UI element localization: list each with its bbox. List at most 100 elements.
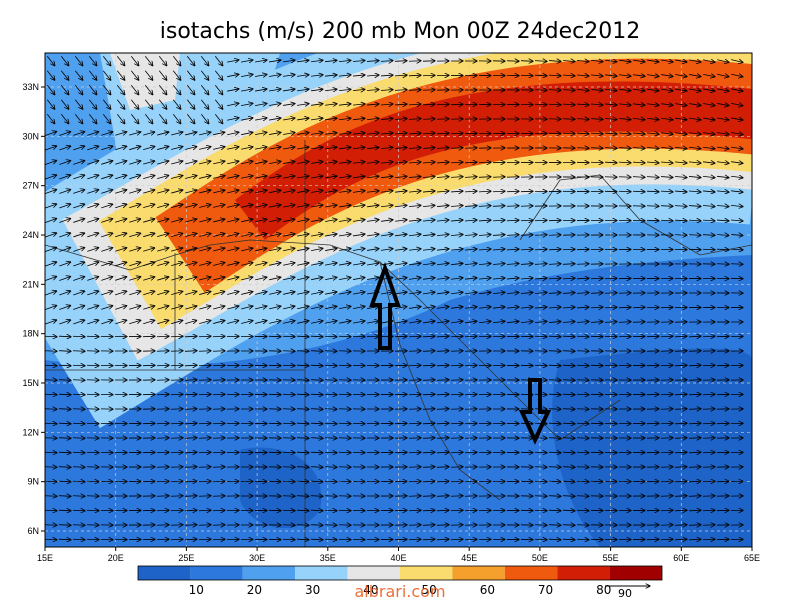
wind-vector (506, 206, 519, 207)
wind-vector (338, 104, 351, 105)
wind-vector (590, 293, 603, 294)
wind-vector (87, 132, 98, 136)
wind-vector (590, 104, 603, 105)
wind-vector (213, 277, 225, 280)
y-tick-label: 27N (22, 181, 39, 191)
wind-vector (297, 104, 309, 106)
wind-vector (59, 146, 70, 151)
wind-vector (520, 278, 533, 279)
wind-vector (255, 292, 267, 295)
wind-vector (171, 291, 183, 296)
wind-vector (339, 321, 351, 323)
wind-vector (702, 380, 715, 381)
wind-vector (675, 89, 687, 91)
wind-vector (660, 177, 673, 178)
wind-vector (255, 205, 267, 208)
wind-vector (450, 525, 463, 526)
wind-vector (59, 233, 70, 238)
y-tick-label: 6N (27, 526, 39, 536)
wind-vector (380, 176, 393, 177)
watermark: albrari.com (354, 582, 445, 600)
wind-vector (101, 219, 112, 223)
wind-vector (633, 60, 645, 62)
wind-vector (45, 218, 56, 223)
wind-vector (702, 496, 715, 497)
wind-vector (534, 307, 547, 308)
wind-vector (353, 191, 365, 193)
wind-vector (130, 56, 138, 65)
wind-vector (227, 176, 239, 179)
wind-vector (101, 233, 112, 238)
y-tick-label: 24N (22, 230, 39, 240)
wind-vector (198, 409, 211, 410)
wind-vector (451, 307, 463, 309)
wind-vector (352, 104, 365, 105)
wind-vector (562, 104, 575, 105)
wind-vector (395, 263, 407, 265)
wind-vector (283, 205, 295, 207)
wind-vector (562, 293, 575, 294)
wind-vector (199, 161, 211, 164)
wind-vector (353, 292, 365, 294)
wind-vector (311, 248, 323, 250)
wind-vector (283, 89, 295, 91)
y-tick-label: 12N (22, 427, 39, 437)
wind-vector (339, 162, 351, 164)
wind-vector (380, 147, 393, 148)
wind-vector (102, 114, 110, 123)
wind-vector (199, 291, 211, 294)
wind-vector (632, 148, 645, 149)
wind-vector (394, 75, 407, 76)
wind-vector (158, 85, 166, 94)
wind-vector (324, 365, 337, 366)
wind-vector (186, 56, 194, 65)
wind-vector (367, 263, 379, 265)
wind-vector (87, 262, 98, 267)
wind-vector (198, 525, 211, 526)
wind-vector (366, 118, 379, 119)
wind-vector (409, 292, 421, 294)
wind-vector (115, 175, 126, 180)
wind-vector (325, 205, 337, 207)
wind-vector (688, 191, 701, 192)
wind-vector (576, 365, 589, 366)
wind-vector (366, 191, 379, 193)
wind-vector (338, 118, 351, 119)
wind-vector (506, 249, 519, 250)
wind-vector (87, 175, 98, 180)
wind-vector (450, 467, 463, 468)
wind-vector (590, 89, 603, 90)
wind-vector (199, 262, 211, 265)
wind-vector (88, 114, 96, 123)
wind-vector (703, 133, 715, 135)
wind-vector (674, 133, 687, 134)
wind-vector (717, 89, 729, 91)
wind-vector (45, 146, 56, 151)
wind-vector (283, 321, 295, 324)
wind-vector (116, 85, 124, 94)
wind-vector (269, 147, 281, 149)
wind-vector (311, 147, 323, 149)
wind-vector (660, 147, 673, 148)
wind-vector (576, 423, 589, 424)
wind-vector (702, 481, 715, 482)
wind-vector (731, 60, 743, 63)
wind-vector (717, 74, 729, 76)
wind-vector (297, 263, 309, 265)
wind-vector (115, 277, 126, 281)
wind-vector (200, 85, 208, 94)
wind-vector (186, 99, 194, 109)
wind-vector (716, 205, 729, 206)
wind-vector (185, 320, 197, 325)
wind-vector (394, 133, 407, 134)
wind-vector (492, 263, 505, 264)
wind-vector (646, 147, 659, 148)
colorbar-swatch (452, 566, 505, 580)
wind-vector (116, 114, 124, 123)
wind-vector (45, 175, 56, 180)
wind-vector (395, 292, 407, 294)
wind-vector (143, 262, 154, 267)
wind-vector (618, 177, 631, 178)
wind-vector (186, 85, 194, 94)
wind-vector (45, 320, 56, 325)
